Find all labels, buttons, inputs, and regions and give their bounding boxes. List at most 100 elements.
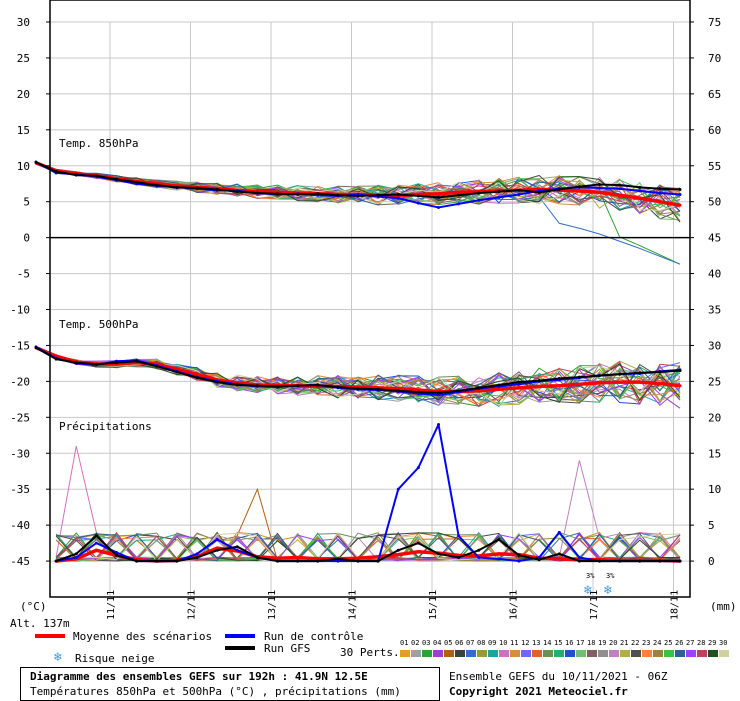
series-point	[235, 548, 239, 552]
pert-swatch	[587, 650, 597, 657]
series-point	[396, 553, 400, 557]
panel-label-t850: Temp. 850hPa	[59, 137, 138, 150]
right-tick-label: 25	[708, 375, 721, 388]
plot-border	[49, 0, 691, 598]
series-point	[497, 538, 501, 541]
series-point	[437, 205, 440, 209]
pert-number: 08	[477, 639, 486, 647]
series-point	[477, 386, 481, 390]
series-point	[577, 559, 581, 563]
date-label: 17/11	[589, 590, 600, 620]
series-point	[638, 196, 642, 200]
series-point	[497, 195, 501, 199]
series-point	[74, 361, 78, 365]
series-point	[658, 559, 662, 563]
run-info: Ensemble GEFS du 10/11/2021 - 06Z	[449, 670, 668, 683]
main-series	[34, 160, 682, 563]
series-point	[678, 193, 682, 196]
panel-label-precip: Précipitations	[59, 420, 152, 433]
pert-swatch	[609, 650, 619, 657]
series-point	[195, 372, 199, 376]
gridlines	[50, 21, 690, 597]
series-point	[235, 545, 239, 549]
series-precip-0000ff	[55, 423, 680, 563]
legend-mean-label: Moyenne des scénarios	[73, 630, 213, 643]
pert-number: 11	[510, 639, 519, 647]
series-point	[577, 382, 581, 386]
left-tick-label: 25	[17, 52, 30, 65]
snowflake-icon: ❄	[603, 583, 612, 598]
pert-number: 27	[686, 639, 695, 647]
series-point	[175, 367, 179, 371]
pert-swatch	[697, 650, 707, 657]
series-point	[678, 187, 682, 191]
pert-number: 24	[653, 639, 662, 647]
series-point	[316, 383, 320, 387]
series-point	[598, 559, 601, 563]
series-point	[115, 177, 118, 181]
pert-number: 01	[400, 639, 409, 647]
pert-number: 05	[444, 639, 453, 647]
right-tick-label: 15	[708, 447, 721, 460]
pert-number: 02	[411, 639, 420, 647]
series-point	[155, 183, 159, 187]
legend-gfs-swatch	[225, 646, 255, 650]
series-point	[416, 550, 420, 554]
legend-perts-label: 30 Perts.	[340, 646, 400, 659]
series-point	[135, 180, 139, 184]
pert-swatch	[675, 650, 685, 657]
left-tick-label: -10	[10, 304, 30, 317]
series-point	[537, 558, 541, 562]
pert-number: 16	[565, 639, 574, 647]
pert-swatch	[466, 650, 476, 657]
series-point	[497, 190, 501, 194]
pert-number: 04	[433, 639, 442, 647]
series-point	[658, 200, 662, 204]
series-point	[336, 559, 340, 563]
left-tick-label: -15	[10, 339, 30, 352]
series-point	[477, 555, 481, 559]
pert-number: 07	[466, 639, 475, 647]
copyright: Copyright 2021 Meteociel.fr	[449, 685, 628, 698]
date-label: 11/11	[106, 590, 117, 620]
series-point	[255, 555, 259, 559]
series-point	[94, 541, 98, 545]
date-label: 12/11	[187, 590, 198, 620]
series-point	[376, 193, 380, 197]
series-point	[195, 555, 199, 559]
right-tick-label: 70	[708, 52, 721, 65]
left-tick-label: 10	[17, 160, 30, 173]
series-point	[638, 559, 642, 563]
series-point	[557, 552, 561, 556]
snow-risk-percent: 3%	[586, 572, 595, 580]
series-point	[54, 170, 58, 173]
series-point	[537, 555, 541, 559]
series-point	[457, 193, 461, 197]
series-point	[658, 382, 662, 386]
pert-number: 12	[521, 639, 530, 647]
left-tick-label: 30	[17, 16, 30, 29]
series-point	[376, 559, 380, 563]
series-point	[678, 369, 682, 373]
series-point	[135, 359, 139, 363]
series-point	[416, 194, 420, 198]
series-point	[296, 193, 300, 196]
series-point	[34, 160, 38, 164]
pert-swatch	[642, 650, 652, 657]
series-point	[457, 553, 461, 557]
snow-risk-percent: 3%	[606, 572, 615, 580]
series-point	[215, 187, 219, 191]
pert-number: 09	[488, 639, 497, 647]
series-point	[557, 530, 561, 534]
pert-swatch	[488, 650, 498, 657]
series-point	[477, 389, 481, 393]
series-point	[115, 550, 118, 554]
series-point	[276, 384, 279, 388]
series-point	[517, 193, 521, 196]
member-line-t850	[35, 161, 681, 216]
pert-number: 15	[554, 639, 563, 647]
pert-swatch	[521, 650, 531, 657]
pert-swatch	[598, 650, 608, 657]
legend-mean-swatch	[35, 634, 65, 638]
series-point	[457, 534, 461, 538]
